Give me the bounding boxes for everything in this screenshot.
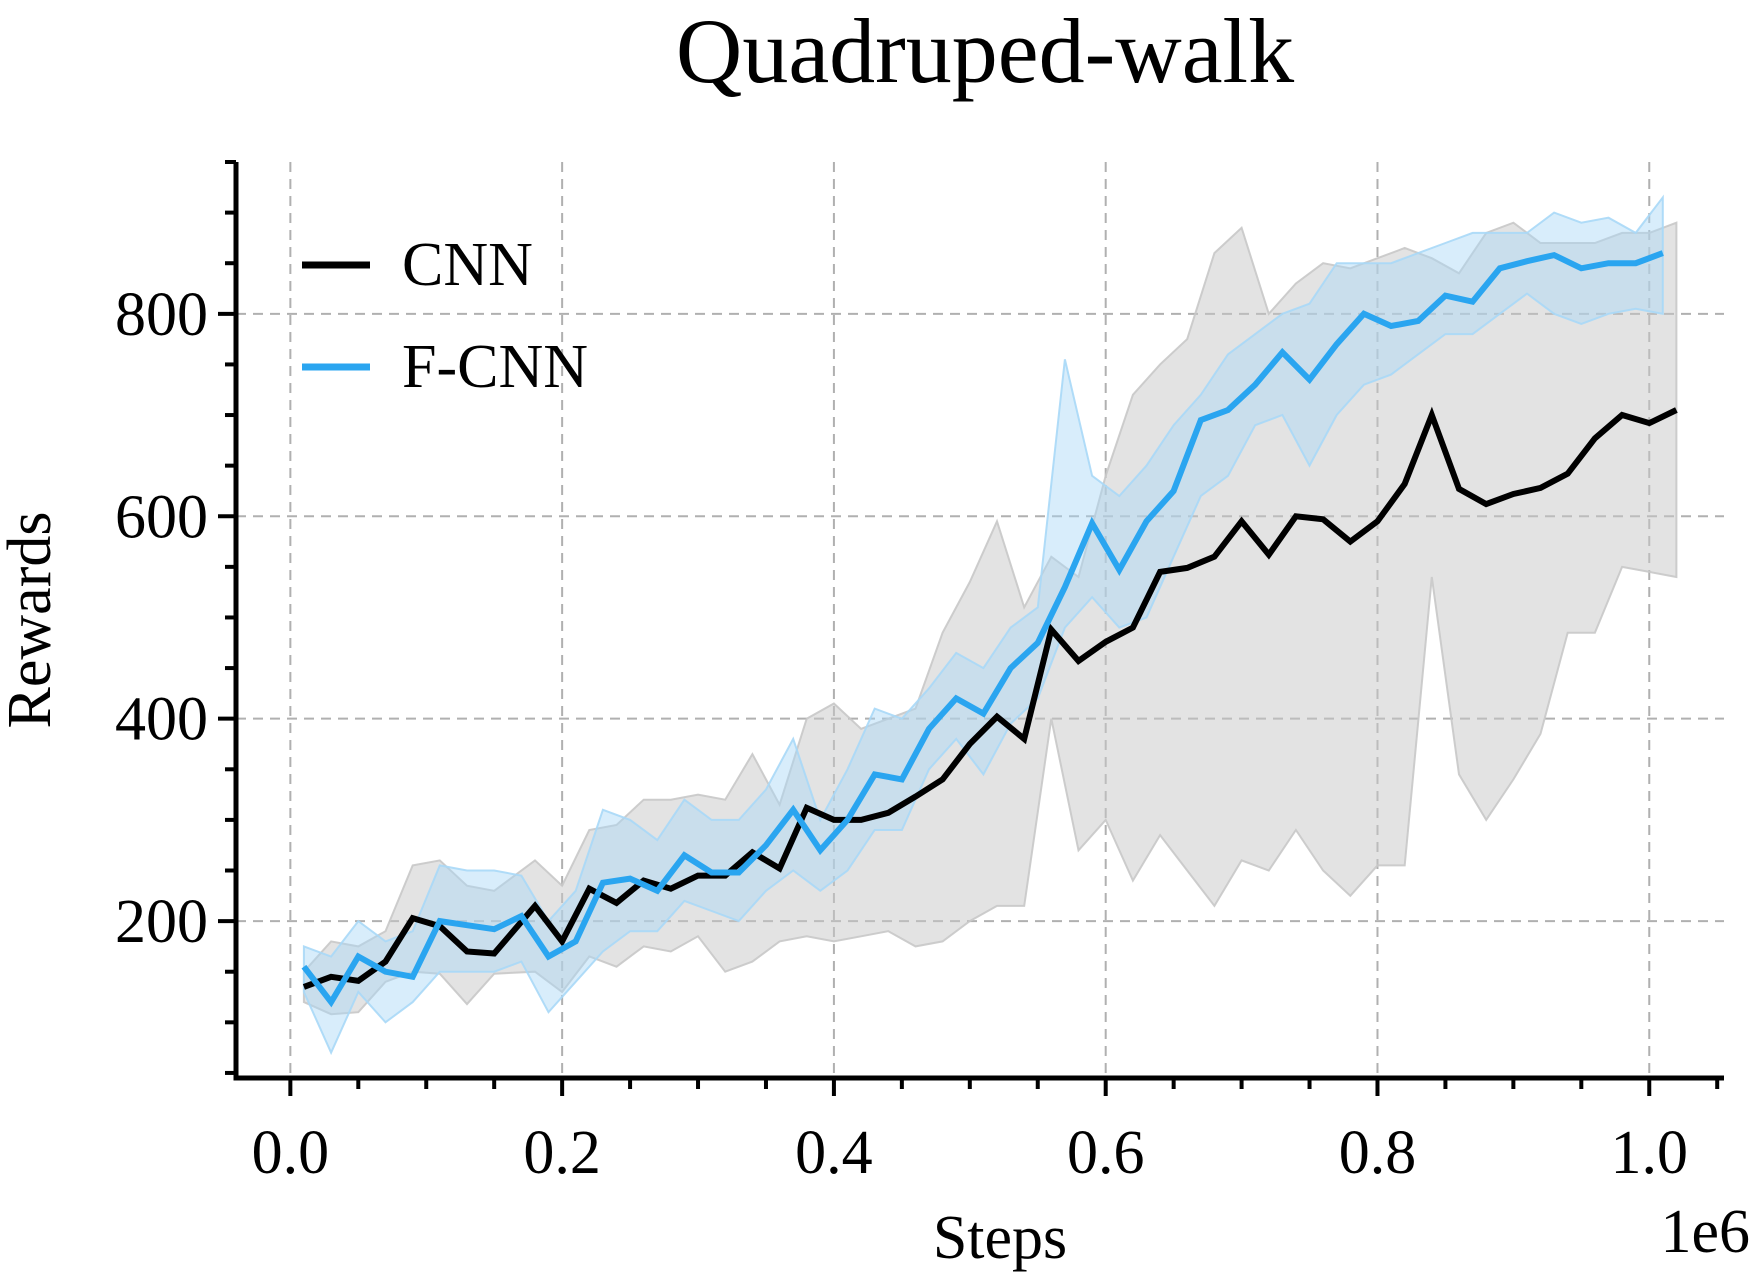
chart-title: Quadruped-walk <box>676 0 1294 102</box>
x-tick-label-3: 0.6 <box>1067 1119 1145 1187</box>
x-offset-label: 1e6 <box>1660 1198 1750 1266</box>
x-tick-label-5: 1.0 <box>1611 1119 1689 1187</box>
ticks: 0.0 0.2 0.4 0.6 0.8 1.0 200 400 600 800 <box>115 160 1720 1187</box>
legend-label-cnn: CNN <box>402 231 533 299</box>
legend: CNN F-CNN <box>302 231 588 401</box>
y-axis-label: Rewards <box>0 512 64 729</box>
line-cnn <box>302 406 1678 990</box>
y-tick-label-0: 200 <box>115 888 208 956</box>
confidence-bands <box>302 194 1678 1056</box>
series-lines <box>301 250 1678 1008</box>
y-tick-label-2: 600 <box>115 483 208 551</box>
x-tick-label-4: 0.8 <box>1339 1119 1417 1187</box>
x-axis-label: Steps <box>933 1204 1067 1272</box>
band-f-cnn <box>302 194 1664 1056</box>
x-tick-label-1: 0.2 <box>523 1119 601 1187</box>
legend-label-fcnn: F-CNN <box>402 333 588 401</box>
line-f-cnn <box>301 250 1664 1008</box>
x-tick-label-2: 0.4 <box>795 1119 873 1187</box>
y-tick-label-3: 800 <box>115 281 208 349</box>
y-tick-label-1: 400 <box>115 686 208 754</box>
x-tick-label-0: 0.0 <box>252 1119 330 1187</box>
